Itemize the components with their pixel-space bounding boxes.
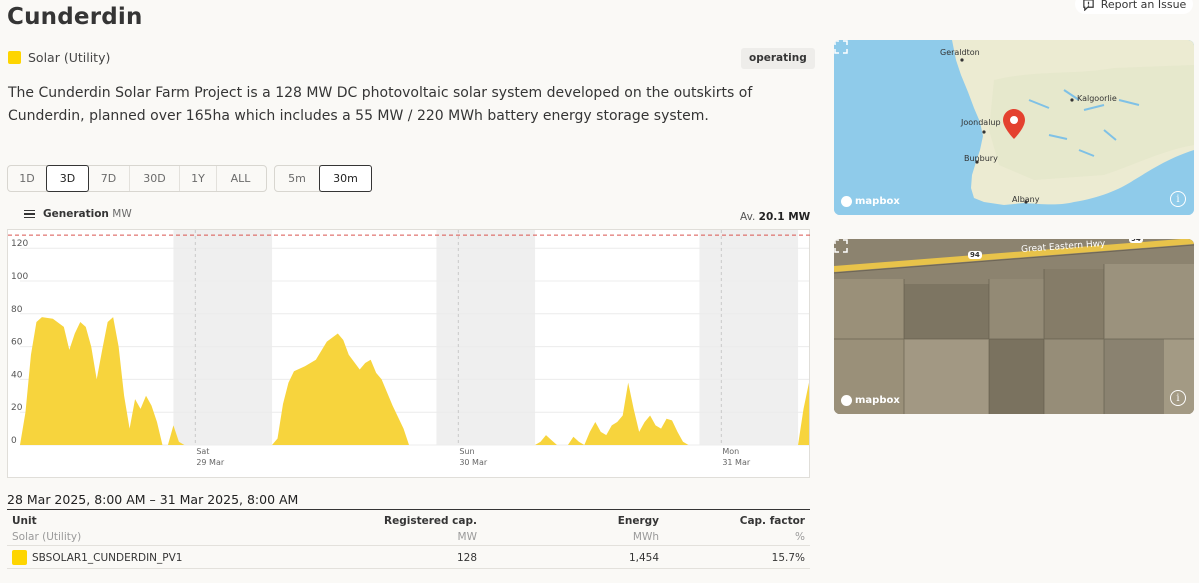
range-selector: 1D 3D 7D 30D 1Y ALL bbox=[7, 165, 267, 192]
unit-swatch bbox=[12, 550, 27, 565]
chart-header: Generation MW bbox=[24, 208, 132, 220]
map-label-albany: Albany bbox=[1012, 195, 1040, 204]
chart-unit: MW bbox=[112, 208, 132, 220]
report-issue-label: Report an Issue bbox=[1100, 0, 1187, 11]
generation-area bbox=[20, 317, 809, 445]
menu-icon[interactable] bbox=[24, 209, 35, 219]
y-tick-label: 40 bbox=[11, 370, 23, 380]
unit-energy: 1,454 bbox=[628, 552, 659, 564]
table-header: Unit Solar (Utility) Registered cap. MW … bbox=[7, 510, 810, 546]
facility-title: Cunderdin bbox=[7, 4, 143, 30]
unit-code: SBSOLAR1_CUNDERDIN_PV1 bbox=[32, 552, 183, 564]
satellite-expand-icon[interactable] bbox=[834, 239, 848, 253]
mapbox-logo: mapbox bbox=[841, 196, 900, 207]
report-issue-button[interactable]: Report an Issue bbox=[1075, 0, 1193, 14]
table-row[interactable]: SBSOLAR1_CUNDERDIN_PV1 128 1,454 15.7% bbox=[7, 546, 810, 569]
chart-average: Av. 20.1 MW bbox=[740, 211, 810, 223]
col-energy-sub: MWh bbox=[632, 531, 659, 543]
y-tick-label: 60 bbox=[11, 338, 23, 348]
y-tick-label: 0 bbox=[11, 436, 17, 446]
route-shield-94-east: 94 bbox=[1129, 239, 1143, 243]
x-tick-day: Sat bbox=[196, 447, 209, 456]
satellite-map[interactable]: Great Eastern Hwy 94 94 mapbox i bbox=[834, 239, 1194, 414]
info-icon[interactable]: i bbox=[1170, 191, 1186, 207]
x-tick-day: Mon bbox=[722, 447, 739, 456]
route-shield-94: 94 bbox=[968, 251, 982, 259]
x-tick-date: 29 Mar bbox=[196, 458, 225, 467]
range-1y-button[interactable]: 1Y bbox=[180, 166, 217, 191]
map-marker-icon[interactable] bbox=[1002, 108, 1026, 140]
satellite-background bbox=[834, 239, 1194, 414]
map-label-bunbury: Bunbury bbox=[964, 154, 998, 163]
interval-5m-button[interactable]: 5m bbox=[275, 166, 320, 191]
status-badge: operating bbox=[741, 48, 815, 69]
range-all-button[interactable]: ALL bbox=[230, 172, 251, 185]
map-label-geraldton: Geraldton bbox=[940, 48, 980, 57]
night-band bbox=[173, 230, 273, 445]
location-map[interactable]: Geraldton Kalgoorlie Joondalup Bunbury A… bbox=[834, 40, 1194, 215]
technology-row: Solar (Utility) bbox=[8, 50, 110, 65]
night-band bbox=[699, 230, 799, 445]
col-cap-factor-sub: % bbox=[795, 531, 805, 543]
unit-cap-factor: 15.7% bbox=[771, 552, 805, 564]
chart-average-value: 20.1 MW bbox=[758, 211, 811, 223]
technology-swatch bbox=[8, 51, 21, 64]
range-30d-button[interactable]: 30D bbox=[130, 166, 180, 191]
range-3d-button[interactable]: 3D bbox=[46, 165, 89, 192]
satellite-mapbox-logo: mapbox bbox=[841, 395, 900, 406]
unit-registered-cap: 128 bbox=[456, 552, 477, 564]
night-band bbox=[436, 230, 536, 445]
generation-chart-svg: 0 20 40 60 80 100 120 Sat 29 Mar Sun 30 Mar Mon 31 M… bbox=[8, 230, 811, 467]
facility-description: The Cunderdin Solar Farm Project is a 12… bbox=[8, 85, 753, 124]
units-table: Unit Solar (Utility) Registered cap. MW … bbox=[7, 509, 810, 569]
col-registered-cap-sub: MW bbox=[457, 531, 477, 543]
col-registered-cap: Registered cap. bbox=[384, 515, 477, 527]
generation-chart[interactable]: 0 20 40 60 80 100 120 Sat 29 Mar Sun 30 Mar Mon 31 M… bbox=[7, 229, 811, 478]
x-tick-day: Sun bbox=[459, 447, 474, 456]
x-tick-date: 31 Mar bbox=[722, 458, 751, 467]
col-energy: Energy bbox=[617, 515, 659, 527]
y-tick-label: 120 bbox=[11, 239, 28, 249]
y-tick-label: 80 bbox=[11, 305, 23, 315]
col-unit-sub: Solar (Utility) bbox=[12, 531, 82, 543]
expand-icon[interactable] bbox=[834, 40, 848, 54]
report-icon bbox=[1082, 0, 1094, 11]
range-1d-button[interactable]: 1D bbox=[8, 166, 47, 191]
interval-selector: 5m 30m bbox=[274, 165, 372, 192]
y-tick-label: 100 bbox=[11, 272, 28, 282]
technology-label: Solar (Utility) bbox=[28, 50, 111, 65]
col-cap-factor: Cap. factor bbox=[739, 515, 805, 527]
chart-title: Generation bbox=[43, 208, 109, 220]
col-unit: Unit bbox=[12, 515, 37, 527]
range-7d-button[interactable]: 7D bbox=[88, 166, 130, 191]
date-range: 28 Mar 2025, 8:00 AM – 31 Mar 2025, 8:00… bbox=[7, 492, 299, 507]
chart-average-label: Av. bbox=[740, 211, 756, 223]
x-tick-date: 30 Mar bbox=[459, 458, 488, 467]
map-label-kalgoorlie: Kalgoorlie bbox=[1077, 94, 1117, 103]
interval-30m-button[interactable]: 30m bbox=[319, 165, 372, 192]
y-tick-label: 20 bbox=[11, 403, 23, 413]
satellite-info-icon[interactable]: i bbox=[1170, 390, 1186, 406]
map-label-joondalup: Joondalup bbox=[961, 118, 1001, 127]
